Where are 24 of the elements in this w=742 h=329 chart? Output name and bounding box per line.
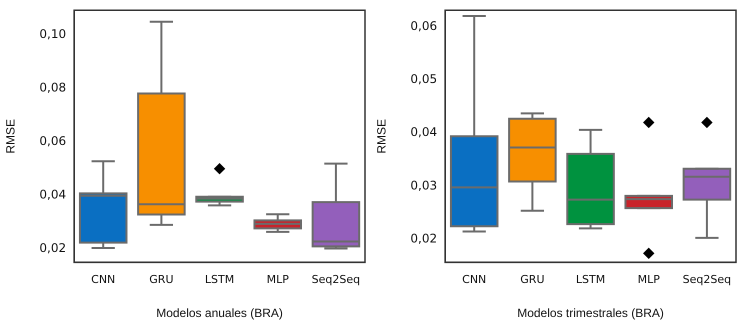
y-tick-label: 0,05 (410, 72, 438, 86)
x-tick-label: GRU (149, 272, 174, 286)
x-tick-label: MLP (266, 272, 290, 286)
y-tick-label: 0,04 (39, 188, 66, 202)
y-tick-label: 0,04 (410, 125, 438, 140)
y-axis-title: RMSE (374, 118, 389, 154)
x-tick-label: LSTM (576, 272, 606, 286)
x-tick-label: CNN (91, 272, 116, 286)
x-axis-title: Modelos trimestrales (BRA) (517, 306, 664, 320)
y-tick-label: 0,03 (410, 178, 438, 192)
x-axis-title: Modelos anuales (BRA) (156, 306, 283, 320)
y-axis-title: RMSE (4, 118, 18, 154)
y-tick-label: 0,02 (410, 232, 438, 246)
y-tick-label: 0,10 (39, 26, 66, 41)
x-tick-label: MLP (638, 272, 660, 286)
x-tick-label: GRU (520, 272, 544, 286)
x-tick-label: CNN (462, 272, 486, 286)
y-tick-label: 0,06 (410, 18, 438, 33)
y-tick-label: 0,06 (39, 134, 66, 148)
x-tick-label: Seq2Seq (312, 272, 360, 286)
y-tick-label: 0,08 (39, 80, 66, 94)
y-tick-label: 0,02 (39, 241, 66, 256)
x-tick-label: LSTM (204, 272, 234, 286)
x-tick-label: Seq2Seq (682, 272, 732, 286)
